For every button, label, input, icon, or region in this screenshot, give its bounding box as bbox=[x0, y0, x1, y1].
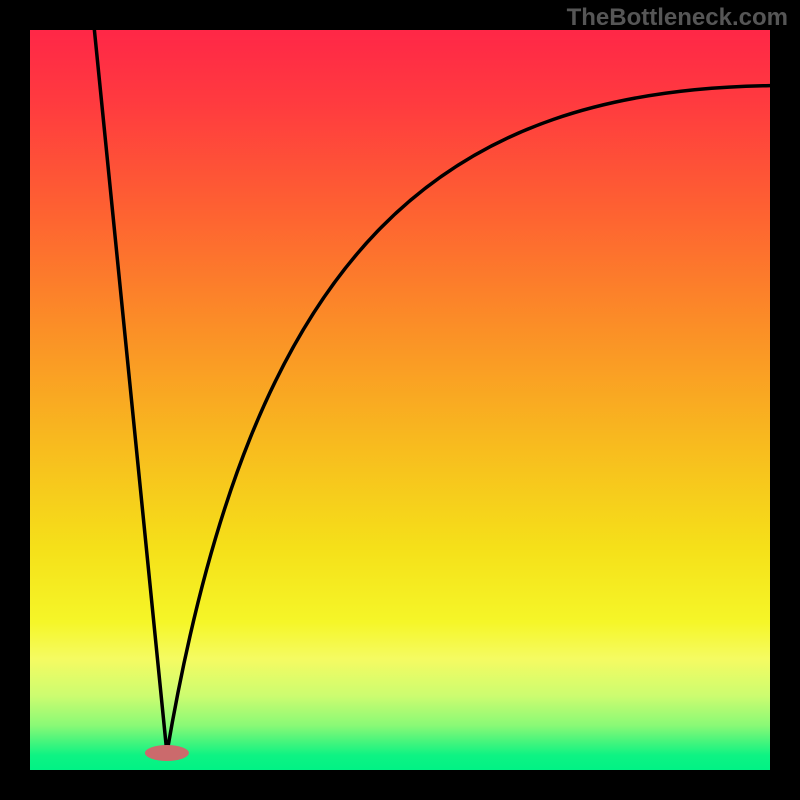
heat-gradient bbox=[30, 30, 770, 770]
optimal-point-marker bbox=[145, 745, 189, 761]
chart-container: TheBottleneck.com bbox=[0, 0, 800, 800]
watermark-text: TheBottleneck.com bbox=[567, 4, 788, 32]
bottleneck-curve-chart bbox=[0, 0, 800, 800]
